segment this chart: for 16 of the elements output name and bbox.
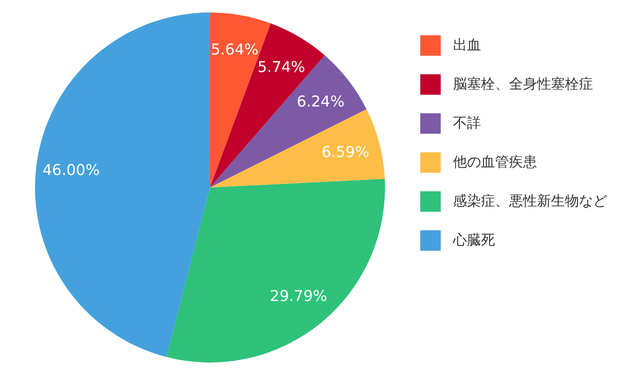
data-label: 46.00% xyxy=(42,160,100,179)
legend-label: 感染症、悪性新生物など xyxy=(453,194,607,210)
legend-label: 出血 xyxy=(453,38,481,54)
pie-slice xyxy=(166,178,385,362)
pie-slice xyxy=(210,109,385,188)
legend-label: 他の血管疾患 xyxy=(453,154,537,170)
data-label: 5.74% xyxy=(258,58,306,76)
data-label: 29.79% xyxy=(270,286,328,305)
data-label: 6.24% xyxy=(296,92,344,111)
legend-label: 心臓死 xyxy=(452,232,495,248)
pie-slice xyxy=(210,55,367,188)
pie-slice xyxy=(35,12,210,357)
legend-label: 不詳 xyxy=(453,116,481,132)
data-label: 6.59% xyxy=(322,142,370,161)
data-label: 5.64% xyxy=(210,40,259,59)
legend-label: 脳塞栓、全身性塞栓症 xyxy=(453,76,593,92)
